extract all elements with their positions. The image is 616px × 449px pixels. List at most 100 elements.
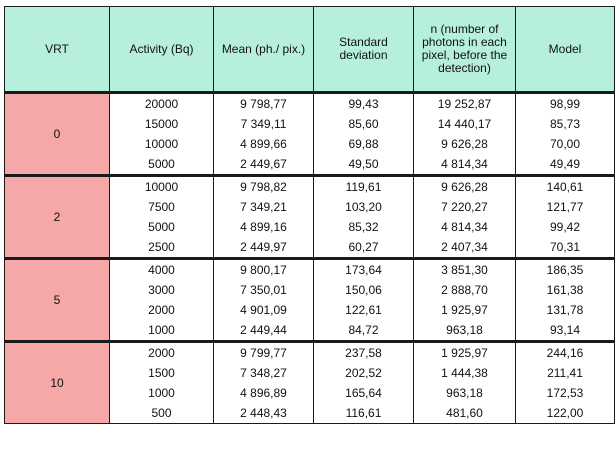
n-cell: 4 814,34 <box>413 154 516 176</box>
table-row: 10 2000 9 799,77 237,58 1 925,97 244,16 <box>4 340 615 424</box>
n-cell: 9 626,28 <box>413 174 516 197</box>
model-cell: 93,14 <box>515 320 615 342</box>
n-cell: 3 851,30 <box>413 257 516 280</box>
table-row: 0 20000 9 798,77 99,43 19 252,87 98,99 <box>4 91 615 176</box>
activity-cell: 1000 <box>109 383 214 403</box>
mean-cell: 4 899,16 <box>213 217 314 237</box>
mean-cell: 9 798,77 <box>213 91 314 114</box>
std-cell: 69,88 <box>313 134 414 154</box>
n-cell: 2 888,70 <box>413 280 516 300</box>
std-cell: 85,60 <box>313 114 414 134</box>
mean-cell: 9 798,82 <box>213 174 314 197</box>
n-cell: 963,18 <box>413 383 516 403</box>
activity-cell: 4000 <box>109 257 214 280</box>
header-activity: Activity (Bq) <box>109 6 214 93</box>
model-cell: 211,41 <box>515 363 615 383</box>
mean-cell: 7 350,01 <box>213 280 314 300</box>
activity-cell: 2000 <box>109 300 214 320</box>
model-cell: 172,53 <box>515 383 615 403</box>
table-row: 1000 4 896,89 165,64 963,18 172,53 <box>5 383 615 403</box>
activity-cell: 5000 <box>109 217 214 237</box>
activity-cell: 15000 <box>109 114 214 134</box>
model-cell: 121,77 <box>515 197 615 217</box>
mean-cell: 2 449,97 <box>213 237 314 259</box>
model-cell: 49,49 <box>515 154 615 176</box>
n-cell: 7 220,27 <box>413 197 516 217</box>
header-mean: Mean (ph./ pix.) <box>213 6 314 93</box>
activity-cell: 2500 <box>109 237 214 259</box>
vrt-cell: 10 <box>4 340 110 424</box>
activity-cell: 1000 <box>109 320 214 342</box>
mean-cell: 9 800,17 <box>213 257 314 280</box>
model-cell: 98,99 <box>515 91 615 114</box>
activity-cell: 7500 <box>109 197 214 217</box>
std-cell: 49,50 <box>313 154 414 176</box>
model-cell: 161,38 <box>515 280 615 300</box>
activity-cell: 10000 <box>109 174 214 197</box>
model-cell: 99,42 <box>515 217 615 237</box>
header-row: VRT Activity (Bq) Mean (ph./ pix.) Stand… <box>4 6 615 93</box>
n-cell: 963,18 <box>413 320 516 342</box>
model-cell: 85,73 <box>515 114 615 134</box>
mean-cell: 4 896,89 <box>213 383 314 403</box>
header-n: n (number of photons in each pixel, befo… <box>413 6 516 93</box>
table-row: 5 4000 9 800,17 173,64 3 851,30 186,35 <box>4 257 615 342</box>
activity-cell: 10000 <box>109 134 214 154</box>
table-row: 1000 2 449,44 84,72 963,18 93,14 <box>5 320 615 342</box>
results-table: VRT Activity (Bq) Mean (ph./ pix.) Stand… <box>4 6 615 424</box>
mean-cell: 9 799,77 <box>213 340 314 363</box>
model-cell: 244,16 <box>515 340 615 363</box>
n-cell: 1 444,38 <box>413 363 516 383</box>
std-cell: 60,27 <box>313 237 414 259</box>
table-row: 5000 4 899,16 85,32 4 814,34 99,42 <box>5 217 615 237</box>
std-cell: 99,43 <box>313 91 414 114</box>
std-cell: 165,64 <box>313 383 414 403</box>
model-cell: 122,00 <box>515 403 615 424</box>
activity-cell: 1500 <box>109 363 214 383</box>
std-cell: 103,20 <box>313 197 414 217</box>
activity-cell: 20000 <box>109 91 214 114</box>
model-cell: 131,78 <box>515 300 615 320</box>
std-cell: 116,61 <box>313 403 414 424</box>
table-row: 2 10000 9 798,82 119,61 9 626,28 140,61 <box>4 174 615 259</box>
vrt-cell: 0 <box>4 91 110 176</box>
vrt-cell: 2 <box>4 174 110 259</box>
std-cell: 84,72 <box>313 320 414 342</box>
header-std: Standard deviation <box>313 6 414 93</box>
mean-cell: 7 348,27 <box>213 363 314 383</box>
table-row: 15000 7 349,11 85,60 14 440,17 85,73 <box>5 114 615 134</box>
activity-cell: 3000 <box>109 280 214 300</box>
activity-cell: 5000 <box>109 154 214 176</box>
model-cell: 70,00 <box>515 134 615 154</box>
activity-cell: 500 <box>109 403 214 424</box>
mean-cell: 2 448,43 <box>213 403 314 424</box>
header-vrt: VRT <box>4 6 110 93</box>
table-row: 1500 7 348,27 202,52 1 444,38 211,41 <box>5 363 615 383</box>
mean-cell: 4 899,66 <box>213 134 314 154</box>
n-cell: 19 252,87 <box>413 91 516 114</box>
table-row: 2000 4 901,09 122,61 1 925,97 131,78 <box>5 300 615 320</box>
n-cell: 481,60 <box>413 403 516 424</box>
mean-cell: 7 349,21 <box>213 197 314 217</box>
model-cell: 140,61 <box>515 174 615 197</box>
std-cell: 150,06 <box>313 280 414 300</box>
mean-cell: 2 449,44 <box>213 320 314 342</box>
table-row: 7500 7 349,21 103,20 7 220,27 121,77 <box>5 197 615 217</box>
table-row: 10000 4 899,66 69,88 9 626,28 70,00 <box>5 134 615 154</box>
model-cell: 186,35 <box>515 257 615 280</box>
n-cell: 2 407,34 <box>413 237 516 259</box>
table-body: 0 20000 9 798,77 99,43 19 252,87 98,99 15000 7 … <box>4 91 615 424</box>
n-cell: 1 925,97 <box>413 340 516 363</box>
table-row: 3000 7 350,01 150,06 2 888,70 161,38 <box>5 280 615 300</box>
std-cell: 202,52 <box>313 363 414 383</box>
mean-cell: 4 901,09 <box>213 300 314 320</box>
std-cell: 119,61 <box>313 174 414 197</box>
std-cell: 85,32 <box>313 217 414 237</box>
std-cell: 237,58 <box>313 340 414 363</box>
model-cell: 70,31 <box>515 237 615 259</box>
activity-cell: 2000 <box>109 340 214 363</box>
std-cell: 173,64 <box>313 257 414 280</box>
n-cell: 14 440,17 <box>413 114 516 134</box>
n-cell: 1 925,97 <box>413 300 516 320</box>
n-cell: 4 814,34 <box>413 217 516 237</box>
